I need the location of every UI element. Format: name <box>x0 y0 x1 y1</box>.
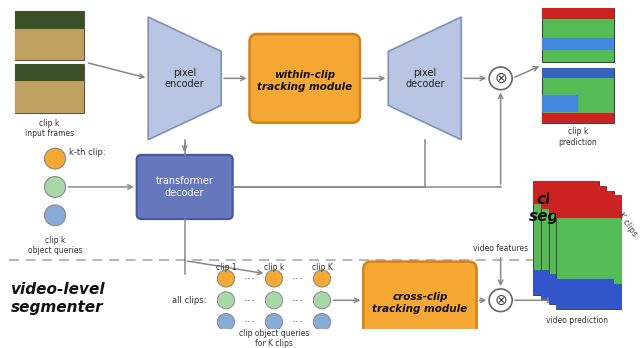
Circle shape <box>266 292 283 309</box>
Circle shape <box>44 176 65 197</box>
Text: clip K: clip K <box>312 263 332 272</box>
FancyBboxPatch shape <box>542 8 614 62</box>
Text: video-level
segmenter: video-level segmenter <box>10 282 104 315</box>
Text: ···: ··· <box>244 316 256 330</box>
Text: cross-clip
tracking module: cross-clip tracking module <box>372 292 468 314</box>
Text: clip k
prediction: clip k prediction <box>559 127 597 147</box>
FancyBboxPatch shape <box>548 191 614 213</box>
Text: video prediction: video prediction <box>547 316 609 325</box>
FancyBboxPatch shape <box>542 8 614 17</box>
Text: k-th clip:: k-th clip: <box>69 149 106 157</box>
Circle shape <box>489 289 512 311</box>
FancyBboxPatch shape <box>556 196 621 309</box>
Text: ⊗: ⊗ <box>494 293 507 308</box>
Text: transformer
decoder: transformer decoder <box>156 176 214 198</box>
Circle shape <box>489 67 512 90</box>
Text: K clips: K clips <box>616 211 639 238</box>
Text: ···: ··· <box>244 295 256 308</box>
Circle shape <box>266 270 283 287</box>
FancyBboxPatch shape <box>556 284 621 309</box>
FancyBboxPatch shape <box>250 34 360 123</box>
FancyBboxPatch shape <box>541 275 606 299</box>
Text: clip 1: clip 1 <box>216 263 236 272</box>
Circle shape <box>266 314 283 331</box>
FancyBboxPatch shape <box>364 262 477 339</box>
Text: pixel
decoder: pixel decoder <box>405 68 445 89</box>
FancyBboxPatch shape <box>15 11 84 29</box>
Text: clip k
object queries: clip k object queries <box>28 236 83 255</box>
FancyBboxPatch shape <box>542 95 578 112</box>
FancyBboxPatch shape <box>542 38 614 50</box>
FancyBboxPatch shape <box>533 181 598 295</box>
FancyBboxPatch shape <box>533 270 598 295</box>
Text: clip-level
segmenter: clip-level segmenter <box>529 191 622 224</box>
FancyBboxPatch shape <box>15 29 84 61</box>
FancyBboxPatch shape <box>541 186 606 209</box>
Text: pixel
encoder: pixel encoder <box>165 68 205 89</box>
Text: ···: ··· <box>292 273 304 286</box>
FancyBboxPatch shape <box>542 68 614 78</box>
FancyBboxPatch shape <box>15 64 84 81</box>
Text: video features: video features <box>473 244 528 253</box>
FancyBboxPatch shape <box>15 64 84 113</box>
FancyBboxPatch shape <box>556 196 621 218</box>
FancyBboxPatch shape <box>541 186 606 299</box>
Text: ···: ··· <box>244 273 256 286</box>
FancyBboxPatch shape <box>542 68 614 123</box>
Text: clip k
input frames: clip k input frames <box>25 119 74 139</box>
Text: within-clip
tracking module: within-clip tracking module <box>257 70 352 92</box>
Polygon shape <box>148 17 221 140</box>
Circle shape <box>218 270 235 287</box>
FancyBboxPatch shape <box>542 113 614 123</box>
Text: ⊗: ⊗ <box>494 71 507 86</box>
FancyBboxPatch shape <box>542 68 614 78</box>
FancyBboxPatch shape <box>548 279 614 304</box>
FancyBboxPatch shape <box>548 191 614 304</box>
Text: ···: ··· <box>292 295 304 308</box>
Circle shape <box>218 292 235 309</box>
FancyBboxPatch shape <box>542 8 614 18</box>
Circle shape <box>44 205 65 226</box>
Polygon shape <box>388 17 461 140</box>
Text: clip k: clip k <box>264 263 284 272</box>
Circle shape <box>314 314 331 331</box>
Text: clip object queries
for K clips: clip object queries for K clips <box>239 329 309 348</box>
FancyBboxPatch shape <box>533 181 598 204</box>
FancyBboxPatch shape <box>15 81 84 113</box>
Circle shape <box>44 148 65 169</box>
FancyBboxPatch shape <box>137 155 233 219</box>
Circle shape <box>218 314 235 331</box>
Text: ···: ··· <box>292 316 304 330</box>
Text: all clips:: all clips: <box>172 296 207 305</box>
FancyBboxPatch shape <box>15 11 84 61</box>
Circle shape <box>314 292 331 309</box>
Circle shape <box>314 270 331 287</box>
